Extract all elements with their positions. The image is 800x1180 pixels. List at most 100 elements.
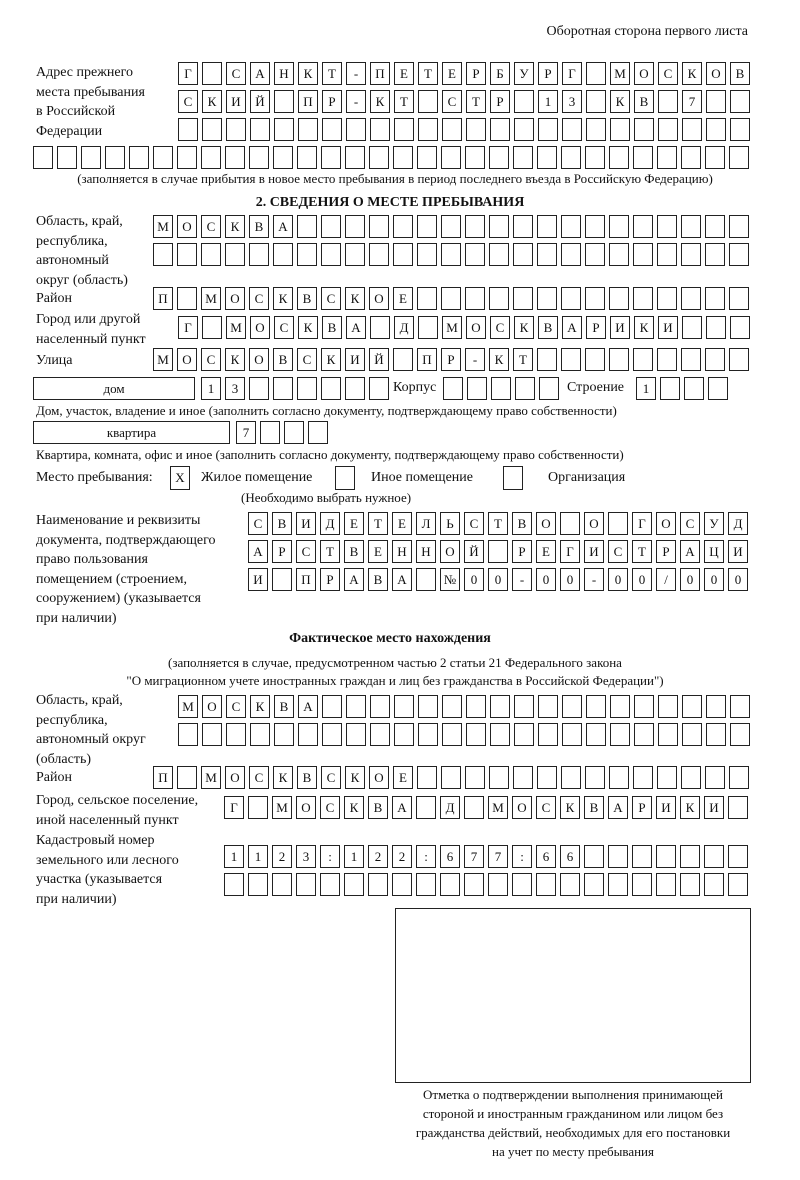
char-cell[interactable] xyxy=(729,215,749,238)
char-cell[interactable]: О xyxy=(634,62,654,85)
char-cell[interactable] xyxy=(488,873,508,896)
char-cell[interactable] xyxy=(658,695,678,718)
char-cell[interactable] xyxy=(202,118,222,141)
char-cell[interactable]: О xyxy=(202,695,222,718)
char-cell[interactable] xyxy=(657,348,677,371)
char-cell[interactable] xyxy=(249,377,269,400)
char-cell[interactable] xyxy=(345,243,365,266)
actual-region-row-2[interactable] xyxy=(178,723,750,746)
char-cell[interactable]: 0 xyxy=(704,568,724,591)
char-cell[interactable]: А xyxy=(248,540,268,563)
char-cell[interactable] xyxy=(226,723,246,746)
document-row-3[interactable]: И П Р А В А № 0 0-0 0-0 0/0 0 0 xyxy=(248,568,748,591)
char-cell[interactable] xyxy=(560,873,580,896)
char-cell[interactable] xyxy=(585,146,605,169)
char-cell[interactable] xyxy=(490,723,510,746)
char-cell[interactable] xyxy=(561,766,581,789)
char-cell[interactable]: Р xyxy=(586,316,606,339)
char-cell[interactable]: Р xyxy=(322,90,342,113)
char-cell[interactable] xyxy=(441,243,461,266)
char-cell[interactable] xyxy=(682,118,702,141)
char-cell[interactable]: О xyxy=(536,512,556,535)
char-cell[interactable]: Д xyxy=(394,316,414,339)
char-cell[interactable] xyxy=(393,243,413,266)
char-cell[interactable] xyxy=(393,215,413,238)
char-cell[interactable] xyxy=(298,723,318,746)
char-cell[interactable]: И xyxy=(345,348,365,371)
char-cell[interactable] xyxy=(248,796,268,819)
char-cell[interactable]: С xyxy=(321,287,341,310)
char-cell[interactable] xyxy=(274,118,294,141)
char-cell[interactable]: И xyxy=(226,90,246,113)
char-cell[interactable] xyxy=(513,287,533,310)
char-cell[interactable]: В xyxy=(297,766,317,789)
char-cell[interactable]: Г xyxy=(560,540,580,563)
char-cell[interactable]: К xyxy=(560,796,580,819)
char-cell[interactable]: 1 xyxy=(636,377,656,400)
char-cell[interactable] xyxy=(441,215,461,238)
char-cell[interactable] xyxy=(393,146,413,169)
char-cell[interactable]: Р xyxy=(441,348,461,371)
char-cell[interactable] xyxy=(634,723,654,746)
char-cell[interactable]: И xyxy=(656,796,676,819)
cadastral-row-2[interactable] xyxy=(224,873,748,896)
char-cell[interactable] xyxy=(308,421,328,444)
char-cell[interactable] xyxy=(466,695,486,718)
char-cell[interactable] xyxy=(201,243,221,266)
char-cell[interactable]: - xyxy=(465,348,485,371)
char-cell[interactable]: И xyxy=(704,796,724,819)
char-cell[interactable]: О xyxy=(225,287,245,310)
char-cell[interactable] xyxy=(681,766,701,789)
char-cell[interactable]: С xyxy=(201,215,221,238)
char-cell[interactable]: 0 xyxy=(608,568,628,591)
char-cell[interactable] xyxy=(418,90,438,113)
char-cell[interactable] xyxy=(729,766,749,789)
char-cell[interactable]: А xyxy=(346,316,366,339)
char-cell[interactable]: П xyxy=(370,62,390,85)
char-cell[interactable]: Т xyxy=(368,512,388,535)
char-cell[interactable] xyxy=(729,146,749,169)
char-cell[interactable]: С xyxy=(178,90,198,113)
char-cell[interactable] xyxy=(464,796,484,819)
char-cell[interactable]: С xyxy=(536,796,556,819)
char-cell[interactable] xyxy=(681,243,701,266)
char-cell[interactable] xyxy=(514,723,534,746)
char-cell[interactable] xyxy=(201,146,221,169)
char-cell[interactable] xyxy=(632,845,652,868)
char-cell[interactable]: М xyxy=(153,348,173,371)
char-cell[interactable] xyxy=(250,118,270,141)
char-cell[interactable] xyxy=(728,845,748,868)
char-cell[interactable] xyxy=(586,723,606,746)
char-cell[interactable]: К xyxy=(345,766,365,789)
char-cell[interactable] xyxy=(561,348,581,371)
char-cell[interactable]: П xyxy=(153,287,173,310)
char-cell[interactable] xyxy=(250,723,270,746)
char-cell[interactable]: 0 xyxy=(632,568,652,591)
char-cell[interactable]: К xyxy=(225,348,245,371)
char-cell[interactable] xyxy=(730,695,750,718)
char-cell[interactable] xyxy=(465,146,485,169)
char-cell[interactable] xyxy=(657,146,677,169)
char-cell[interactable]: О xyxy=(369,766,389,789)
char-cell[interactable] xyxy=(441,287,461,310)
char-cell[interactable]: Т xyxy=(466,90,486,113)
char-cell[interactable] xyxy=(370,695,390,718)
apartment-type-field[interactable]: квартира xyxy=(33,421,230,444)
char-cell[interactable] xyxy=(491,377,511,400)
char-cell[interactable] xyxy=(442,118,462,141)
char-cell[interactable] xyxy=(57,146,77,169)
char-cell[interactable]: С xyxy=(608,540,628,563)
char-cell[interactable]: Л xyxy=(416,512,436,535)
char-cell[interactable]: И xyxy=(658,316,678,339)
char-cell[interactable] xyxy=(320,873,340,896)
char-cell[interactable] xyxy=(442,695,462,718)
confirmation-stamp-box[interactable] xyxy=(395,908,751,1083)
char-cell[interactable] xyxy=(609,215,629,238)
char-cell[interactable]: С xyxy=(226,62,246,85)
char-cell[interactable] xyxy=(416,796,436,819)
char-cell[interactable] xyxy=(512,873,532,896)
char-cell[interactable]: № xyxy=(440,568,460,591)
